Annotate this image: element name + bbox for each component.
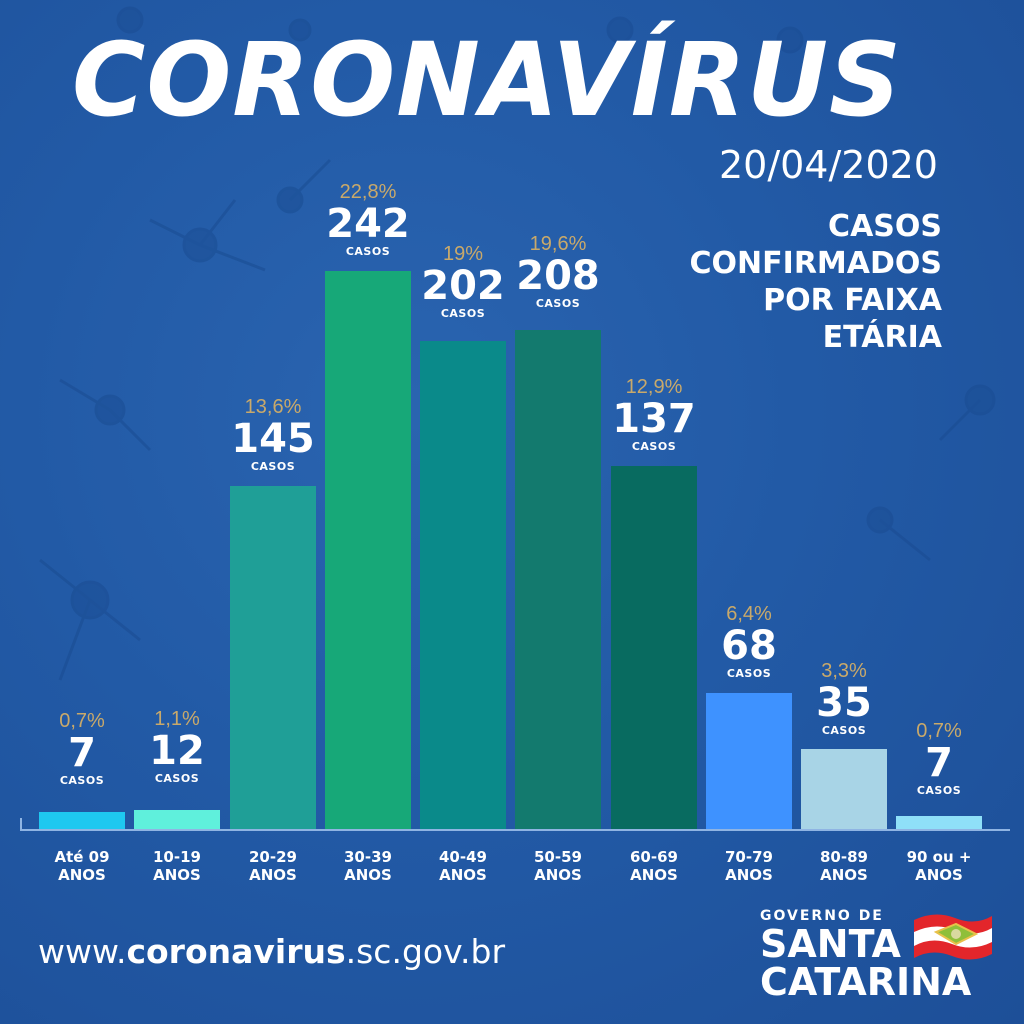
logo-santa: SANTA (760, 922, 901, 966)
bar-20-29 (230, 486, 316, 829)
bar-label: 19,6% 208 CASOS (488, 233, 628, 311)
bar-label: 1,1% 12 CASOS (107, 708, 247, 786)
x-axis-line (20, 829, 1010, 831)
category-label: Até 09 ANOS (54, 848, 110, 884)
category-label: 70-79 ANOS (725, 848, 773, 884)
case-count: 68 (721, 623, 777, 669)
unit-label: CASOS (631, 440, 677, 453)
page-title: CORONAVÍRUS (72, 21, 902, 140)
subtitle-line: CASOS (828, 209, 942, 244)
category-label: 50-59 ANOS (534, 848, 582, 884)
percentage-label: 3,3% (821, 660, 867, 682)
report-date: 20/04/2020 (718, 143, 938, 187)
case-count: 208 (516, 253, 600, 299)
case-count: 35 (816, 680, 872, 726)
logo-governo-de: GOVERNO DE (760, 908, 884, 924)
category-label: 10-19 ANOS (153, 848, 201, 884)
category-label: 40-49 ANOS (439, 848, 487, 884)
chart-subtitle: CASOS CONFIRMADOS POR FAIXA ETÁRIA (690, 208, 942, 356)
subtitle-line: POR FAIXA (763, 283, 942, 318)
unit-label: CASOS (916, 784, 962, 797)
percentage-label: 0,7% (916, 720, 962, 742)
unit-label: CASOS (726, 667, 772, 680)
percentage-label: 13,6% (244, 396, 302, 418)
case-count: 145 (231, 416, 315, 462)
bar-label: 19% 202 CASOS (393, 243, 533, 321)
unit-label: CASOS (250, 460, 296, 473)
bar-40-49 (420, 341, 506, 829)
bar-80-89 (801, 749, 887, 829)
bar-label: 0,7% 7 CASOS (12, 710, 152, 788)
percentage-label: 12,9% (625, 376, 683, 398)
santa-catarina-flag-icon (914, 914, 992, 960)
age-bar-chart: 0,7% 7 CASOS 1,1% 12 CASOS 13,6% 145 CAS… (12, 181, 1010, 884)
bar-30-39 (325, 271, 411, 829)
category-label: 90 ou + ANOS (906, 848, 972, 884)
bar-label: 12,9% 137 CASOS (584, 376, 724, 454)
bar-label: 3,3% 35 CASOS (774, 660, 914, 738)
percentage-label: 22,8% (339, 181, 397, 203)
percentage-label: 0,7% (59, 710, 105, 732)
government-logo: GOVERNO DE SANTA CATARINA (760, 906, 1000, 1006)
category-label: 20-29 ANOS (249, 848, 297, 884)
case-count: 7 (68, 730, 96, 776)
bar-50-59 (515, 330, 601, 829)
percentage-label: 1,1% (154, 708, 200, 730)
subtitle-line: CONFIRMADOS (689, 246, 942, 281)
y-axis-tick (20, 818, 22, 830)
unit-label: CASOS (59, 774, 105, 787)
url-domain-bold: coronavirus (126, 932, 346, 971)
bar-label: 13,6% 145 CASOS (203, 396, 343, 474)
percentage-label: 6,4% (726, 603, 772, 625)
bar-ate-09 (39, 812, 125, 829)
case-count: 137 (612, 396, 696, 442)
unit-label: CASOS (821, 724, 867, 737)
subtitle-line: ETÁRIA (822, 320, 942, 355)
case-count: 202 (421, 263, 505, 309)
url-prefix: www. (38, 932, 127, 971)
percentage-label: 19,6% (529, 233, 587, 255)
logo-catarina: CATARINA (760, 960, 972, 1004)
bar-70-79 (706, 693, 792, 829)
website-link[interactable]: www.coronavirus.sc.gov.br (38, 932, 505, 971)
case-count: 7 (925, 740, 953, 786)
unit-label: CASOS (154, 772, 200, 785)
unit-label: CASOS (535, 297, 581, 310)
category-label: 80-89 ANOS (820, 848, 868, 884)
bar-label: 6,4% 68 CASOS (679, 603, 819, 681)
case-count: 242 (326, 201, 410, 247)
bar-10-19 (134, 810, 220, 829)
category-label: 60-69 ANOS (630, 848, 678, 884)
bar-90-plus (896, 816, 982, 829)
unit-label: CASOS (345, 245, 391, 258)
url-suffix: .sc.gov.br (345, 932, 506, 971)
bar-60-69 (611, 466, 697, 829)
case-count: 12 (149, 728, 205, 774)
bar-label: 0,7% 7 CASOS (869, 720, 1009, 798)
unit-label: CASOS (440, 307, 486, 320)
category-label: 30-39 ANOS (344, 848, 392, 884)
percentage-label: 19% (442, 243, 484, 265)
bar-label: 22,8% 242 CASOS (298, 181, 438, 259)
